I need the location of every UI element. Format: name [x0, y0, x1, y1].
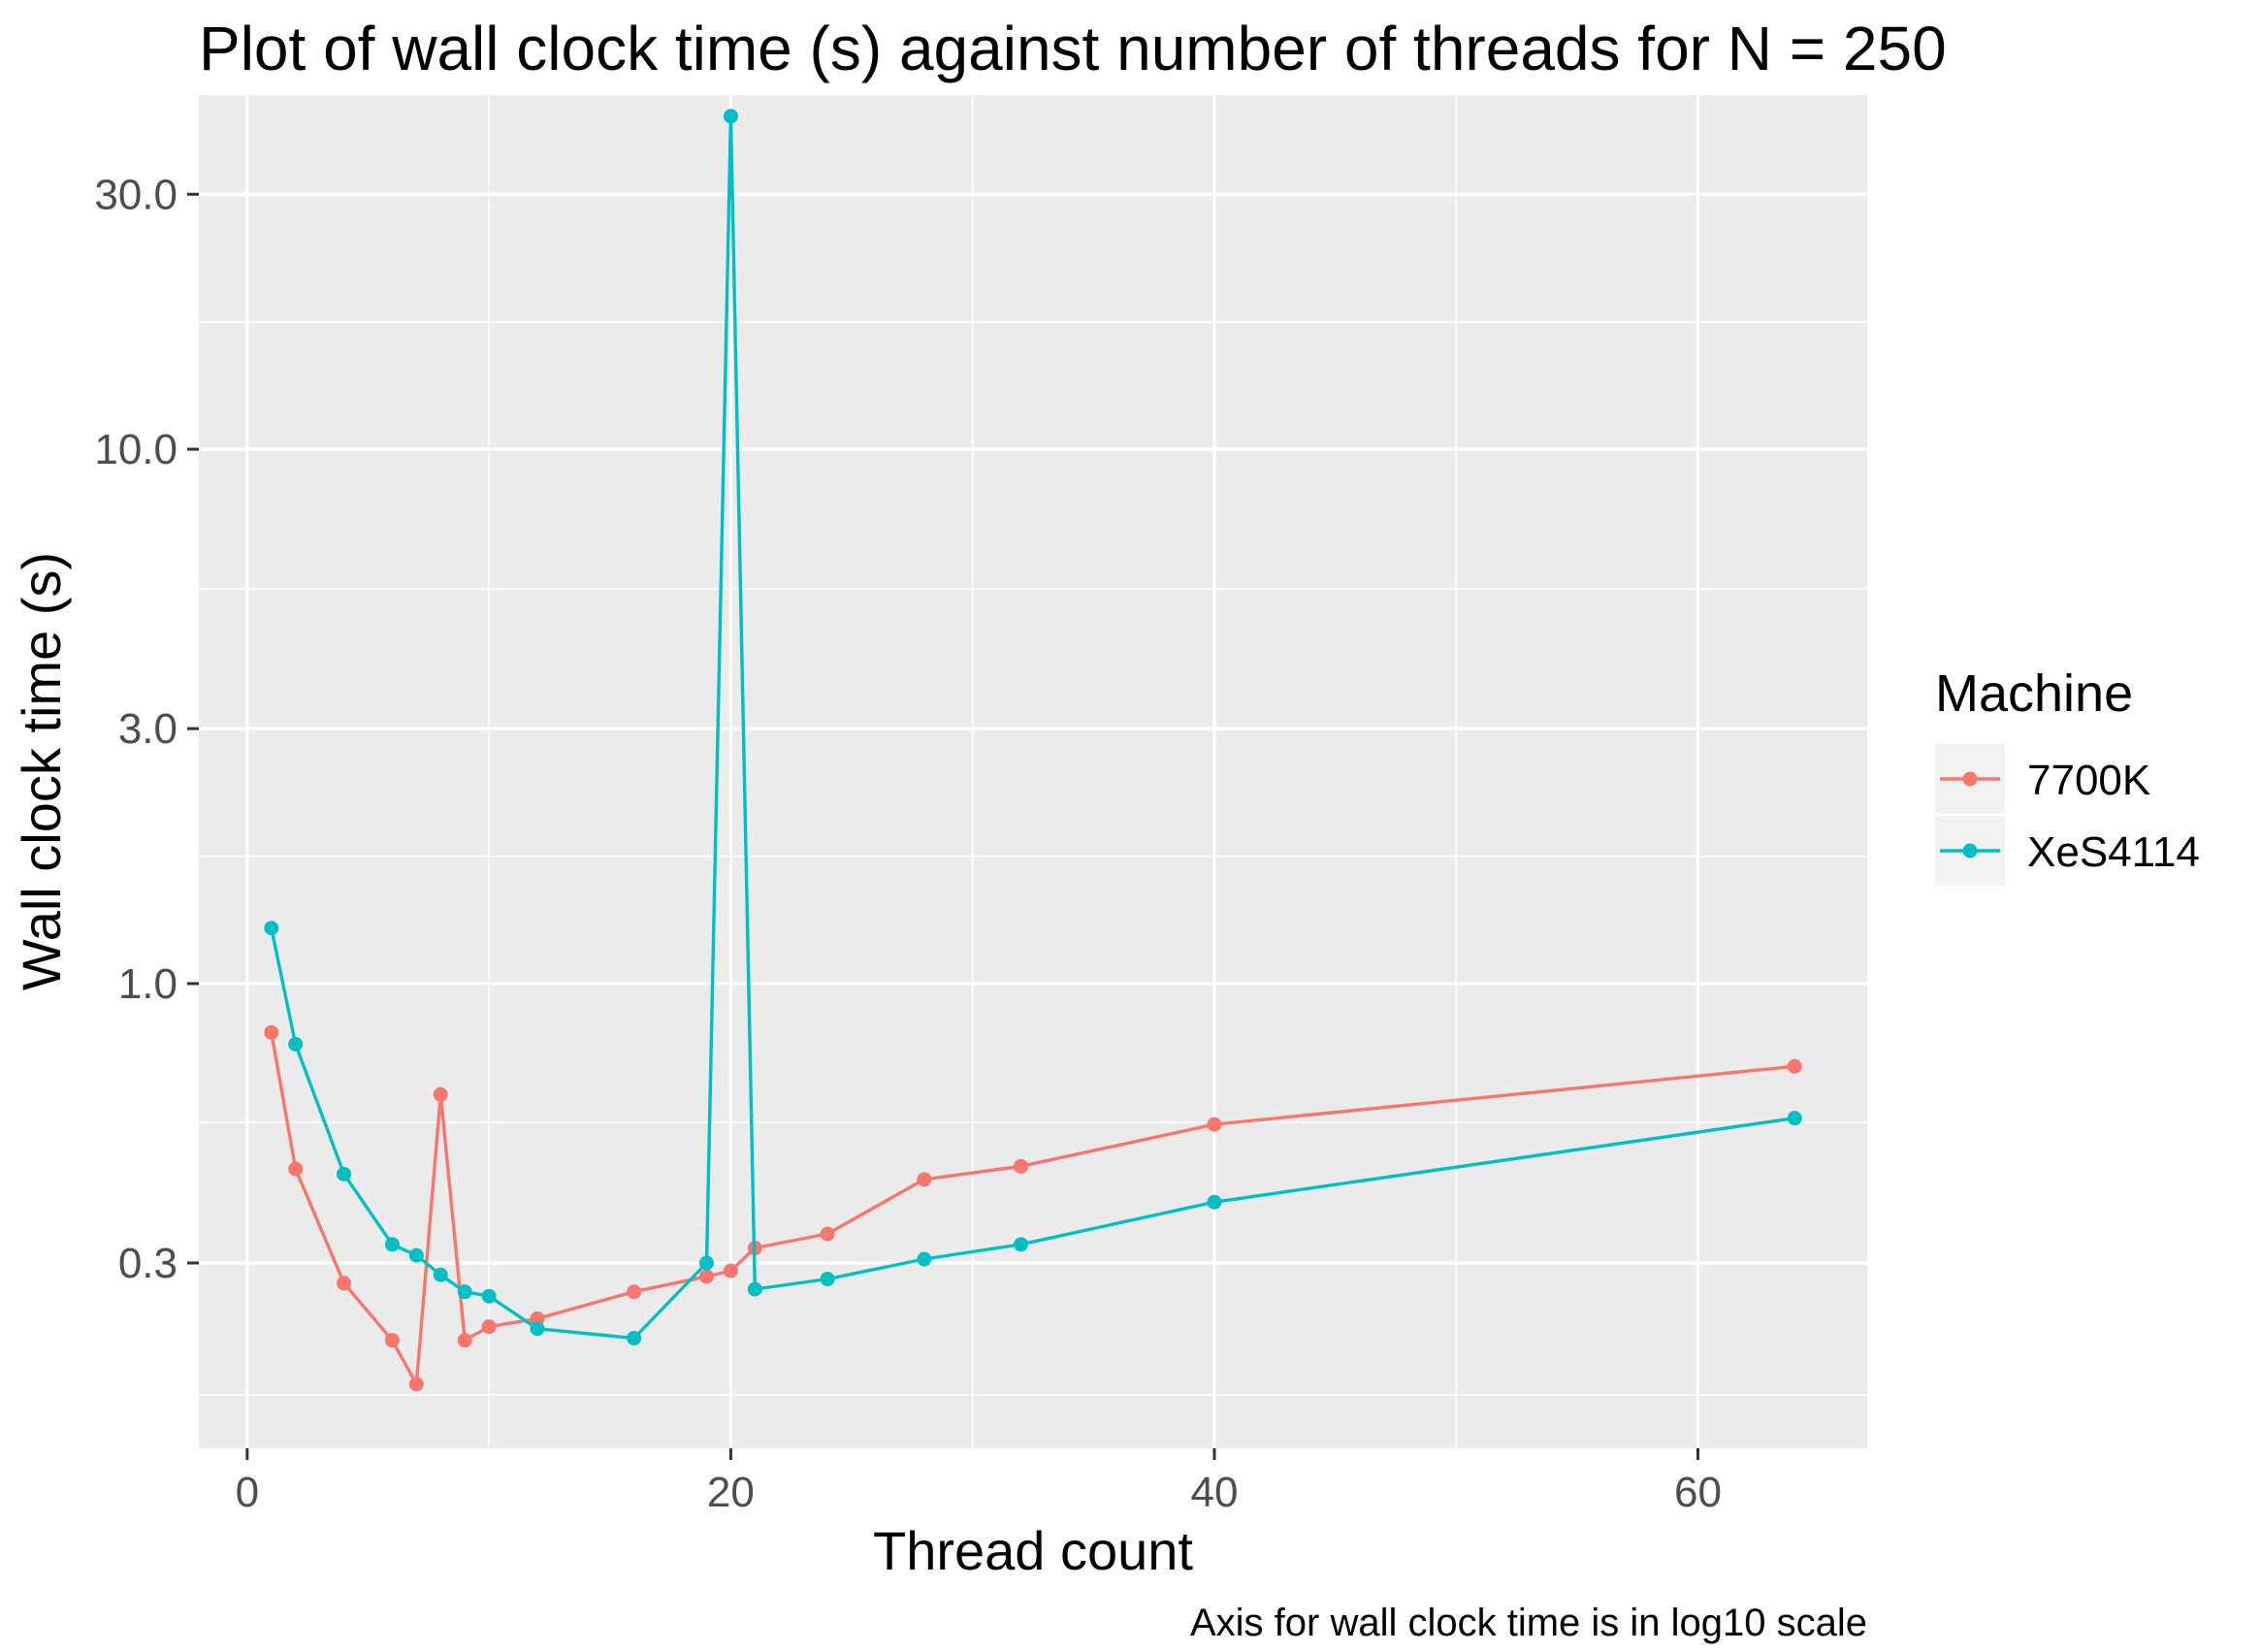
- data-point-7700k: [264, 1024, 279, 1040]
- x-axis-title: Thread count: [873, 1520, 1193, 1581]
- y-tick-label: 0.3: [118, 1240, 178, 1287]
- x-tick-labels: 0 20 40 60: [236, 1469, 1722, 1516]
- data-point-7700k: [1787, 1058, 1802, 1074]
- series-layer: [264, 109, 1802, 1392]
- data-point-xes4114: [481, 1288, 497, 1304]
- legend-title: Machine: [1935, 664, 2133, 723]
- legend-items: 7700K XeS4114: [1935, 744, 2200, 886]
- data-point-7700k: [627, 1284, 642, 1300]
- chart-caption: Axis for wall clock time is in log10 sca…: [1190, 1602, 1867, 1644]
- legend-label: XeS4114: [2027, 828, 2200, 876]
- chart-title: Plot of wall clock time (s) against numb…: [199, 14, 1947, 83]
- data-point-7700k: [481, 1319, 497, 1335]
- data-point-7700k: [337, 1276, 352, 1291]
- plot-panel: [199, 95, 1867, 1448]
- data-point-7700k: [917, 1172, 932, 1187]
- x-tick-label: 40: [1190, 1469, 1238, 1516]
- minor-gridlines: [199, 95, 1867, 1448]
- data-point-7700k: [1207, 1117, 1222, 1132]
- y-tick-label: 10.0: [94, 426, 178, 473]
- data-point-7700k: [530, 1311, 545, 1326]
- data-point-7700k: [433, 1086, 448, 1102]
- data-point-xes4114: [1014, 1237, 1029, 1252]
- data-point-7700k: [820, 1226, 835, 1242]
- data-point-7700k: [723, 1263, 738, 1279]
- data-point-xes4114: [820, 1271, 835, 1286]
- major-gridlines: [199, 95, 1867, 1448]
- legend-key-point: [1962, 843, 1978, 858]
- data-point-xes4114: [408, 1247, 424, 1263]
- data-point-7700k: [288, 1161, 304, 1177]
- x-tick-label: 20: [707, 1469, 755, 1516]
- data-point-xes4114: [337, 1166, 352, 1182]
- legend-label: 7700K: [2027, 757, 2150, 804]
- data-point-xes4114: [457, 1284, 472, 1300]
- data-point-xes4114: [917, 1251, 932, 1267]
- data-point-7700k: [457, 1333, 472, 1348]
- series-line-7700k: [270, 1032, 1795, 1386]
- data-point-xes4114: [1207, 1194, 1222, 1210]
- data-point-7700k: [384, 1333, 400, 1348]
- series-line-xes4114: [270, 114, 1795, 1341]
- y-axis-title: Wall clock time (s): [11, 552, 72, 990]
- data-point-7700k: [408, 1377, 424, 1392]
- data-point-xes4114: [384, 1237, 400, 1252]
- legend-item-xes4114: XeS4114: [1935, 816, 2200, 886]
- data-point-xes4114: [627, 1330, 642, 1345]
- y-tick-labels: 0.3 1.0 3.0 10.0 30.0: [94, 171, 178, 1287]
- y-tick-label: 3.0: [118, 705, 178, 753]
- legend-item-7700k: 7700K: [1935, 744, 2150, 814]
- axis-ticks: [187, 192, 1700, 1460]
- x-tick-label: 0: [236, 1469, 259, 1516]
- data-point-7700k: [1014, 1158, 1029, 1174]
- legend-key-point: [1962, 771, 1978, 787]
- data-point-xes4114: [723, 109, 738, 124]
- y-tick-label: 1.0: [118, 960, 178, 1008]
- data-point-xes4114: [698, 1255, 714, 1271]
- data-point-xes4114: [433, 1267, 448, 1282]
- legend: Machine 7700K XeS4114: [1935, 664, 2200, 886]
- data-point-xes4114: [530, 1321, 545, 1337]
- y-tick-label: 30.0: [94, 171, 178, 218]
- data-point-xes4114: [264, 921, 279, 936]
- data-point-7700k: [698, 1269, 714, 1284]
- data-point-xes4114: [1787, 1111, 1802, 1126]
- data-point-xes4114: [288, 1036, 304, 1052]
- x-tick-label: 60: [1674, 1469, 1722, 1516]
- data-point-xes4114: [747, 1281, 762, 1297]
